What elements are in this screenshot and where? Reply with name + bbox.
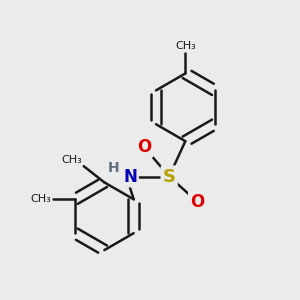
Text: CH₃: CH₃ bbox=[31, 194, 52, 204]
Text: CH₃: CH₃ bbox=[61, 155, 82, 165]
Text: N: N bbox=[123, 167, 137, 185]
Text: O: O bbox=[190, 193, 204, 211]
Text: S: S bbox=[163, 167, 176, 185]
Text: O: O bbox=[137, 138, 151, 156]
Text: H: H bbox=[107, 161, 119, 175]
Text: CH₃: CH₃ bbox=[175, 41, 196, 51]
